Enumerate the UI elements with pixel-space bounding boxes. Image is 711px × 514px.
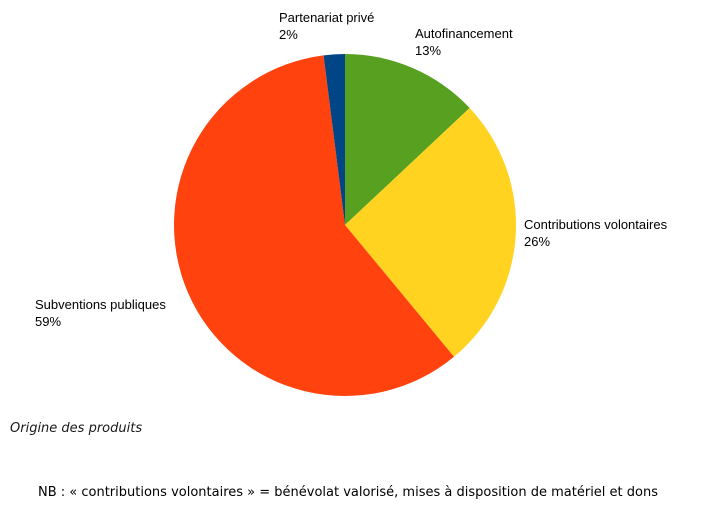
pie-chart: Autofinancement 13% Contributions volontai…: [0, 0, 711, 420]
slice-percent-subventions-publiques: 59%: [35, 314, 61, 329]
slice-label-contributions-volontaires: Contributions volontaires: [524, 217, 668, 232]
slice-percent-contributions-volontaires: 26%: [524, 234, 550, 249]
chart-caption: Origine des produits: [10, 421, 142, 436]
slice-label-partenariat-priv-: Partenariat privé: [279, 10, 374, 25]
slice-percent-autofinancement: 13%: [415, 43, 441, 58]
footnote: NB : « contributions volontaires » = bén…: [38, 485, 658, 500]
slice-percent-partenariat-priv-: 2%: [279, 27, 298, 42]
slice-label-autofinancement: Autofinancement: [415, 26, 513, 41]
slice-label-subventions-publiques: Subventions publiques: [35, 297, 166, 312]
